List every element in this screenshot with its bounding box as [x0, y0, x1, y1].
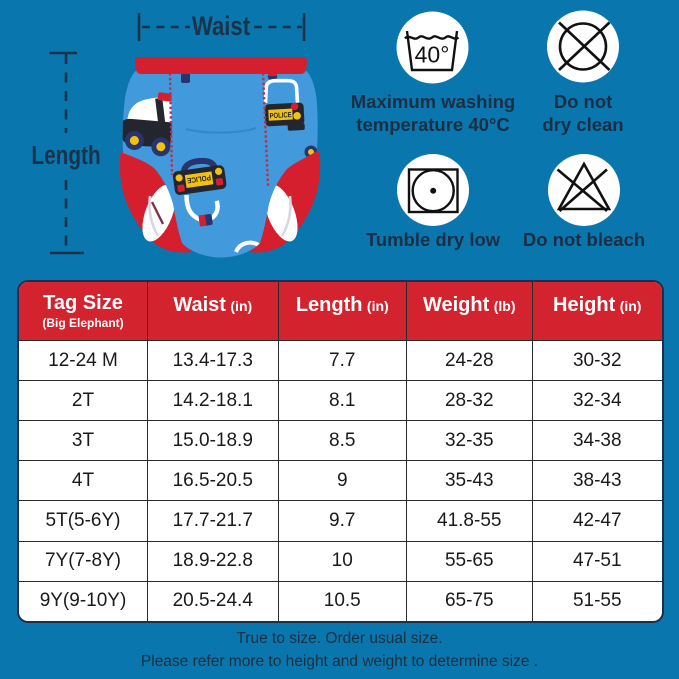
svg-text:POLICE: POLICE [186, 173, 211, 185]
svg-text:Length: Length [31, 141, 100, 170]
svg-text:POLICE: POLICE [269, 110, 291, 120]
svg-text:Waist: Waist [192, 12, 250, 42]
svg-text:40°: 40° [415, 42, 450, 68]
